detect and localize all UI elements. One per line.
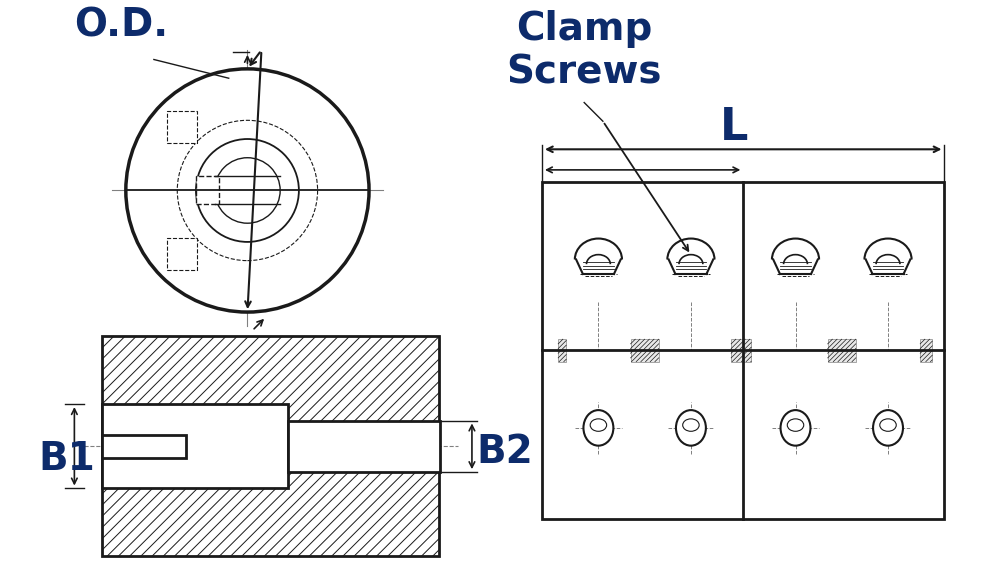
Ellipse shape <box>873 410 903 446</box>
Ellipse shape <box>683 419 699 431</box>
Bar <box>631 339 659 361</box>
Bar <box>828 339 856 361</box>
Bar <box>167 238 197 270</box>
Bar <box>288 421 440 472</box>
Ellipse shape <box>781 410 810 446</box>
Circle shape <box>196 139 299 242</box>
Text: O.D.: O.D. <box>74 6 168 44</box>
Bar <box>542 182 944 519</box>
Bar <box>167 111 197 143</box>
Bar <box>102 336 439 556</box>
Bar <box>102 435 186 458</box>
Ellipse shape <box>590 419 607 431</box>
Ellipse shape <box>676 410 706 446</box>
Text: B2: B2 <box>477 433 533 471</box>
Bar <box>102 404 288 489</box>
Ellipse shape <box>787 419 804 431</box>
Bar <box>731 339 751 361</box>
Text: B1: B1 <box>39 440 96 478</box>
Ellipse shape <box>583 410 613 446</box>
Text: L: L <box>720 106 748 149</box>
Circle shape <box>215 157 280 223</box>
Ellipse shape <box>880 419 896 431</box>
Bar <box>196 177 219 205</box>
Text: Clamp
Screws: Clamp Screws <box>506 10 662 92</box>
Bar <box>920 339 932 361</box>
Circle shape <box>126 69 369 312</box>
Bar <box>558 339 566 361</box>
